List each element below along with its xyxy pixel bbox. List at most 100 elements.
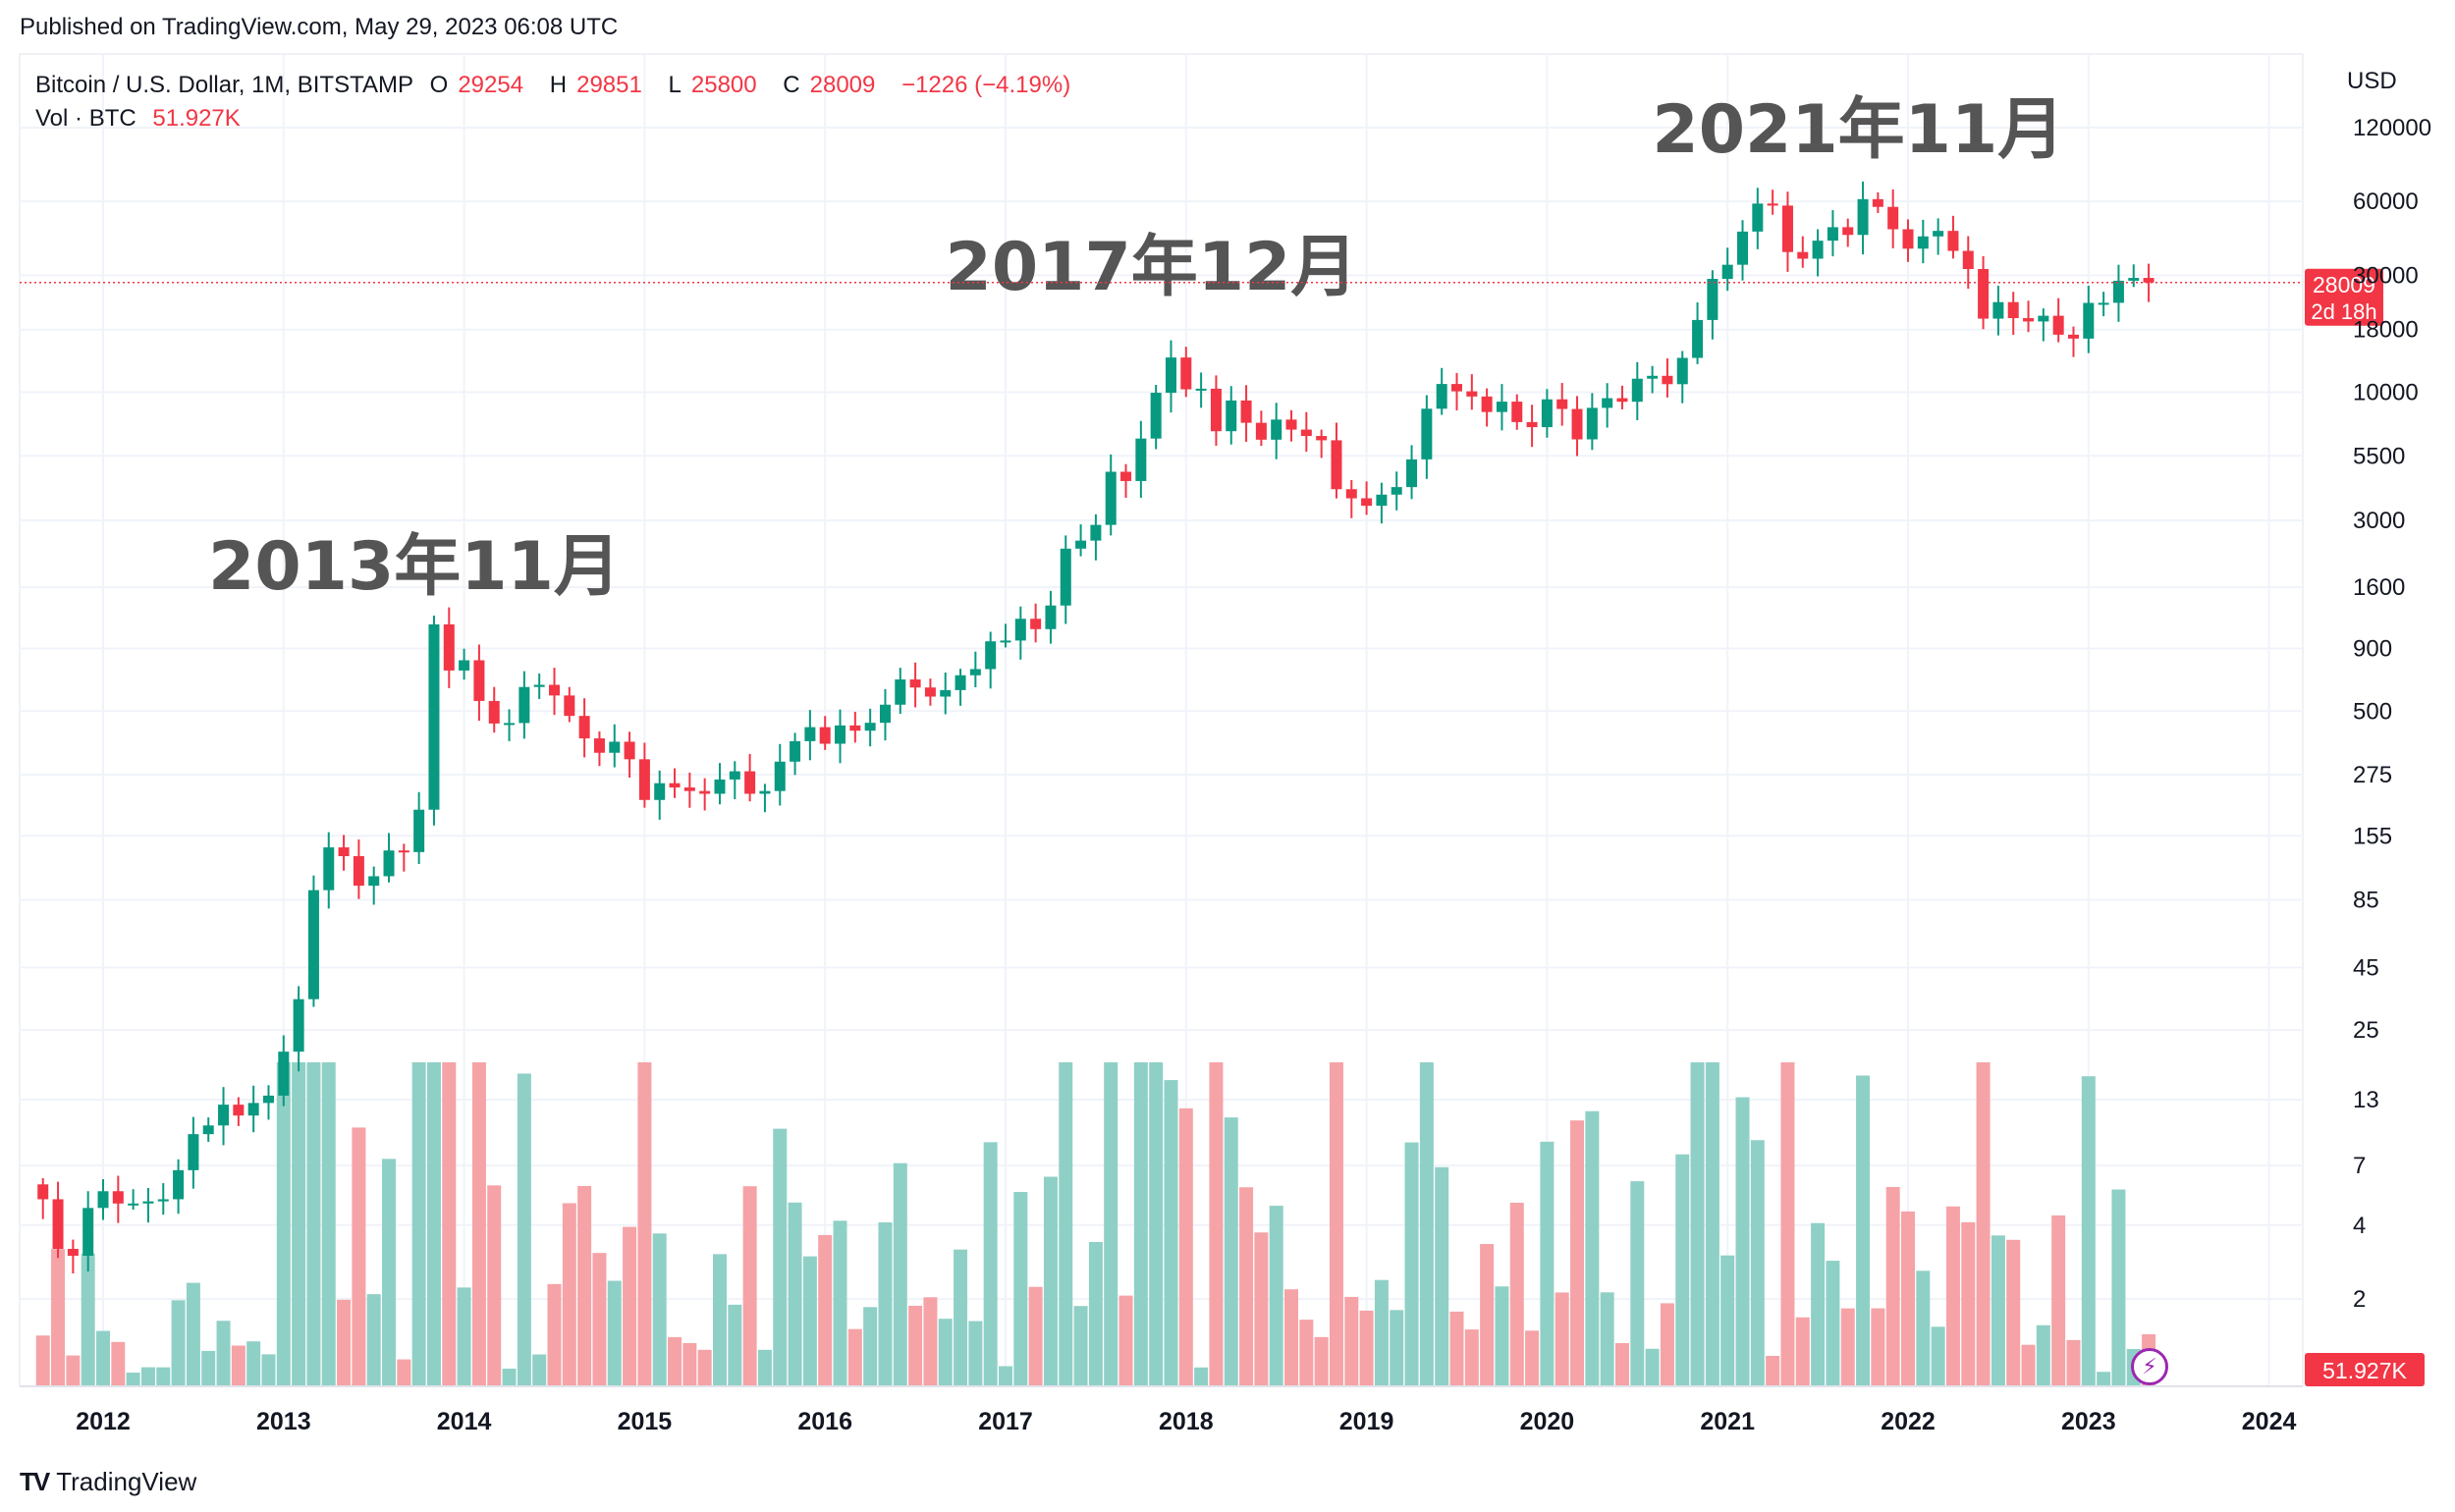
volume-bar-2012-03 <box>126 1373 140 1386</box>
candle-2012-06 <box>173 1159 185 1215</box>
volume-bar-2012-01 <box>96 1330 110 1386</box>
candle-body <box>173 1169 185 1200</box>
volume-bar-2019-02 <box>1374 1279 1389 1386</box>
candle-2021-03 <box>1752 188 1764 249</box>
candle-body <box>819 727 831 744</box>
candle-body <box>1812 241 1824 259</box>
tradingview-brand[interactable]: TV TradingView <box>20 1467 196 1497</box>
candle-body <box>142 1201 154 1204</box>
candle-body <box>1602 398 1613 408</box>
candle-body <box>1887 206 1899 230</box>
volume-bar-2018-06 <box>1254 1232 1269 1386</box>
candle-body <box>609 741 621 753</box>
candle-2016-09 <box>940 672 952 715</box>
candle-body <box>729 771 740 780</box>
candle-2018-11 <box>1331 422 1342 499</box>
candle-2012-04 <box>142 1187 154 1223</box>
candle-2011-12 <box>82 1191 94 1271</box>
candle-2017-03 <box>1030 603 1042 643</box>
volume-bar-2018-08 <box>1284 1289 1299 1386</box>
candle-body <box>1842 227 1854 236</box>
volume-bar-2019-08 <box>1464 1329 1479 1386</box>
volume-bar-2020-06 <box>1614 1342 1629 1386</box>
candle-body <box>37 1184 49 1200</box>
volume-bar-2018-01 <box>1178 1107 1193 1386</box>
x-axis: 2012 2013 2014 2015 2016 2017 2018 2019 2020 2021… <box>20 1385 2303 1435</box>
volume-bar-2018-05 <box>1239 1187 1254 1386</box>
candle-2012-11 <box>247 1085 259 1133</box>
volume-bar-2012-08 <box>201 1350 216 1386</box>
candle-2023-03 <box>2112 264 2124 322</box>
candle-2018-06 <box>1255 410 1267 447</box>
volume-bar-2013-04 <box>321 1062 336 1386</box>
candle-2021-01 <box>1721 247 1733 292</box>
legend-change: −1226 (−4.19%) <box>901 72 1071 98</box>
volume-bar-2012-10 <box>231 1345 246 1386</box>
candle-body <box>804 727 816 741</box>
candle-body <box>940 689 952 697</box>
candle-2015-04 <box>683 772 695 808</box>
currency-label: USD <box>2347 68 2397 94</box>
candle-body <box>2128 278 2140 281</box>
candle-2016-10 <box>955 669 966 706</box>
volume-bar-2019-01 <box>1359 1310 1374 1386</box>
volume-bar-2013-11 <box>426 1062 441 1386</box>
candle-2018-07 <box>1271 403 1282 459</box>
candle-body <box>593 738 605 753</box>
candle-2016-02 <box>835 709 846 764</box>
volume-bar-2015-01 <box>637 1062 652 1386</box>
lightning-icon[interactable]: ⚡ <box>2131 1348 2168 1385</box>
candle-2020-01 <box>1541 389 1553 438</box>
candle-body <box>955 675 966 690</box>
x-tick-label-9: 2021 <box>1700 1408 1755 1435</box>
volume-bar-2015-03 <box>668 1336 682 1386</box>
candle-2019-12 <box>1526 405 1538 448</box>
volume-bar-2018-03 <box>1209 1062 1224 1386</box>
volume-bar-2020-09 <box>1660 1303 1674 1386</box>
candle-body <box>112 1191 124 1204</box>
volume-bar-2018-04 <box>1224 1117 1238 1386</box>
candle-body <box>1090 524 1102 541</box>
volume-bar-2016-12 <box>983 1142 998 1386</box>
candle-body <box>1872 198 1883 207</box>
candle-2022-10 <box>2038 308 2049 342</box>
candle-body <box>2067 334 2079 339</box>
volume-bar-2015-10 <box>773 1128 788 1386</box>
candle-body <box>1285 419 1297 430</box>
candle-2016-03 <box>849 711 861 743</box>
volume-bar-2014-04 <box>502 1368 517 1386</box>
volume-bar-2013-07 <box>366 1294 381 1386</box>
candle-2016-07 <box>909 662 921 708</box>
candle-body <box>683 787 695 791</box>
legend-volume-value: 51.927K <box>152 105 241 132</box>
volume-badge: 51.927K <box>2305 1353 2425 1386</box>
candle-2019-04 <box>1406 445 1418 500</box>
published-label: Published on TradingView.com, May 29, 20… <box>20 14 619 40</box>
candle-body <box>1406 459 1418 488</box>
y-tick-label-8: 900 <box>2353 636 2392 663</box>
candle-body <box>1692 319 1704 358</box>
volume-bar-2016-09 <box>938 1319 953 1386</box>
candle-2019-06 <box>1436 367 1447 415</box>
candle-body <box>1707 279 1718 320</box>
volume-bar-2012-02 <box>111 1341 126 1386</box>
candle-2017-07 <box>1090 513 1102 561</box>
candle-body <box>1631 378 1643 403</box>
candle-2020-10 <box>1676 351 1688 404</box>
volume-bar-2016-11 <box>968 1321 983 1386</box>
candle-body <box>323 847 335 891</box>
candle-body <box>1496 402 1507 412</box>
candle-2014-07 <box>549 668 560 716</box>
volume-bar-2019-09 <box>1480 1244 1495 1386</box>
candle-body <box>2038 315 2049 322</box>
candle-2012-10 <box>233 1097 245 1126</box>
candle-2013-10 <box>413 791 425 865</box>
candle-2012-08 <box>202 1117 214 1142</box>
y-tick-label-13: 45 <box>2353 954 2379 981</box>
candle-body <box>909 679 921 688</box>
volume-bar-2015-12 <box>802 1256 817 1386</box>
candle-2017-01 <box>1000 623 1011 648</box>
legend-price-row: Bitcoin / U.S. Dollar, 1M, BITSTAMP O 292… <box>35 69 1080 102</box>
